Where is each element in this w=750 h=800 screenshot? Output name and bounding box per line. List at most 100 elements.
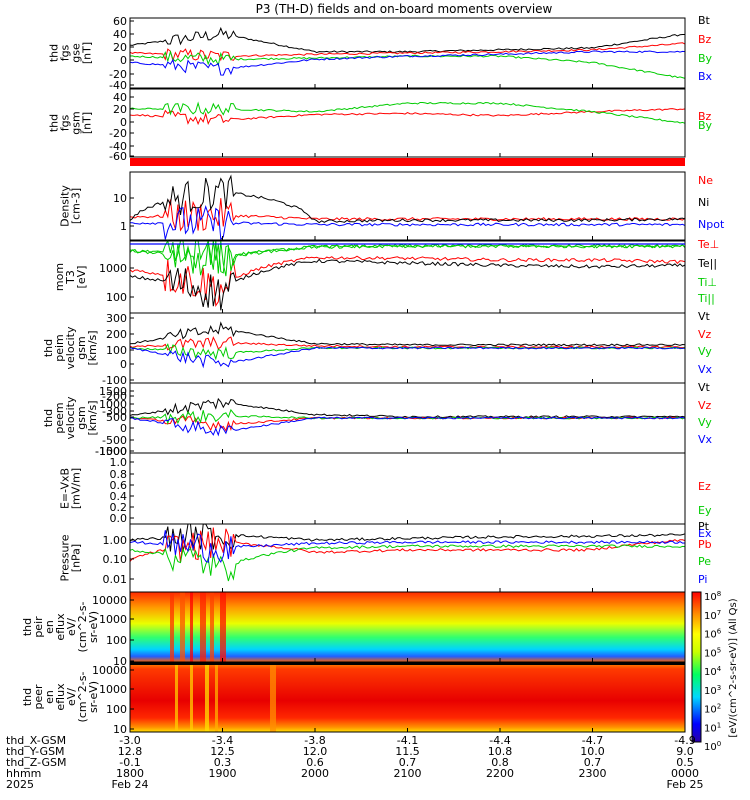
series-fgs-gse-bz — [129, 42, 686, 63]
y-axis-label: E=-VxB — [59, 468, 72, 509]
legend-vx: Vx — [698, 433, 713, 446]
y-tick-label: -500 — [102, 434, 127, 447]
y-tick-label: 100 — [106, 703, 127, 716]
y-axis-label: thd — [42, 339, 55, 357]
legend-pi: Pi — [698, 573, 707, 586]
y-axis-label: en — [43, 620, 56, 634]
spectrogram-burst — [220, 592, 226, 662]
y-tick-label: 1000 — [99, 262, 127, 275]
y-axis-label: [cm-3] — [70, 188, 83, 224]
y-tick-label: 0 — [120, 422, 127, 435]
y-tick-label: 1.00 — [103, 534, 128, 547]
y-tick-label: 0 — [120, 358, 127, 371]
y-tick-label: 10000 — [92, 664, 127, 677]
y-tick-label: 100 — [106, 344, 127, 357]
y-tick-label: 40 — [113, 28, 127, 41]
y-tick-label: 10 — [113, 192, 127, 205]
y-tick-label: 1500 — [99, 385, 127, 398]
colorbar-gradient — [691, 591, 702, 743]
spectrogram-burst — [180, 592, 185, 662]
legend-pb: Pb — [698, 538, 712, 551]
legend-ne: Ne — [698, 174, 713, 187]
series-density-npot — [130, 204, 686, 241]
series-pressure-pe — [129, 544, 686, 582]
y-tick-label: -60 — [109, 150, 127, 163]
panel-pressure: 1.00 0.10 0.01 Pressure[nPa] Pt Pb Pe Pi — [59, 520, 712, 593]
ephemeris-value: -3.8 — [304, 734, 325, 747]
y-axis-label: [nPa] — [70, 544, 83, 572]
y-tick-label: 100 — [106, 634, 127, 647]
y-tick-label: 10 — [113, 723, 127, 736]
figure-title: P3 (TH-D) fields and on-board moments ov… — [256, 2, 553, 16]
series-fgs-gse-bt — [129, 26, 685, 54]
y-axis-label: en — [43, 690, 56, 704]
panel-frame — [129, 452, 686, 525]
spectrogram-burst — [205, 662, 209, 732]
y-axis-label: [eV] — [75, 266, 88, 289]
ephemeris-value: 0.7 — [584, 756, 602, 769]
panels-group: 6040200-20-40thdfgsgse[nT]BtBzByBx40200-… — [21, 14, 725, 736]
y-axis-label: peim — [53, 334, 66, 362]
y-axis-label: sr-eV) — [87, 611, 100, 643]
y-axis-label: gsm — [75, 406, 88, 429]
y-tick-label: -40 — [109, 140, 127, 153]
legend-te: Te⊥ — [697, 238, 719, 251]
ephemeris-value: 1800 — [116, 767, 144, 780]
spectrogram-burst — [190, 662, 193, 732]
legend-vy: Vy — [698, 345, 712, 358]
y-axis-label: (cm^2-s- — [76, 672, 89, 723]
y-axis-label: velocity — [64, 326, 77, 369]
colorbar-tick-label: 101 — [704, 721, 721, 734]
y-tick-label: 200 — [106, 328, 127, 341]
y-axis-label: peem — [53, 402, 66, 433]
y-tick-label: 0 — [120, 54, 127, 67]
y-tick-label: -40 — [109, 79, 127, 92]
legend-vz: Vz — [698, 399, 712, 412]
legend-vt: Vt — [698, 381, 711, 394]
y-axis-label: thd — [42, 409, 55, 427]
colorbar-label: [eV/(cm^2-s-sr-eV)] (All Qs) — [728, 598, 739, 737]
spectrogram-burst — [170, 592, 174, 662]
series-pressure-pb — [129, 527, 686, 563]
ephemeris-value: -3.0 — [119, 734, 140, 747]
y-axis-label: [km/s] — [86, 330, 99, 365]
ephemeris-value: 0.7 — [399, 756, 417, 769]
y-tick-label: 1.0 — [110, 456, 128, 469]
series-pressure-pt — [129, 523, 686, 552]
panel-ion-velocity: 300 200 1000 -100 -200 -300 thdpeimvelocitygsm… — [42, 310, 713, 418]
panel-frame — [129, 88, 686, 158]
y-axis-label: mom — [53, 263, 66, 291]
legend-ez: Ez — [698, 480, 711, 493]
y-tick-label: 40 — [113, 91, 127, 104]
y-axis-label: thd — [48, 44, 61, 62]
y-tick-label: 0.2 — [110, 501, 128, 514]
spectrogram-peer-eflux — [130, 662, 685, 732]
y-tick-label: 20 — [113, 41, 127, 54]
spectrogram-burst — [190, 592, 193, 662]
series-ion-velocity-vz — [129, 336, 686, 351]
legend-vx: Vx — [698, 363, 713, 376]
ephemeris-value: -4.9 — [674, 734, 695, 747]
y-axis-label: gsm — [70, 111, 83, 134]
colorbar-tick-label: 102 — [704, 703, 721, 716]
y-axis-label: Density — [59, 185, 72, 227]
ephemeris-value: 11.5 — [395, 745, 420, 758]
y-tick-label: 300 — [106, 312, 127, 325]
colorbar-tick-label: 108 — [704, 590, 721, 603]
y-tick-label: 0.0 — [110, 512, 128, 525]
y-axis-label: [km/s] — [86, 400, 99, 435]
y-axis-label: [mV/m] — [70, 468, 83, 509]
y-axis-label: [nT] — [81, 112, 94, 134]
ephemeris-row-label: thd_X-GSM — [6, 734, 66, 747]
y-axis-label: sr-eV) — [87, 681, 100, 713]
colorbar: 108 107 106 105 104 103 102 101 100 [eV/(cm^2-s-… — [691, 590, 739, 753]
series-temperature-te — [129, 258, 686, 311]
legend-vz: Vz — [698, 328, 712, 341]
y-axis-label: thd — [21, 618, 34, 636]
y-axis-label: (cm^2-s- — [76, 602, 89, 653]
legend-ey: Ey — [698, 504, 712, 517]
y-axis-label: Pressure — [59, 534, 72, 581]
